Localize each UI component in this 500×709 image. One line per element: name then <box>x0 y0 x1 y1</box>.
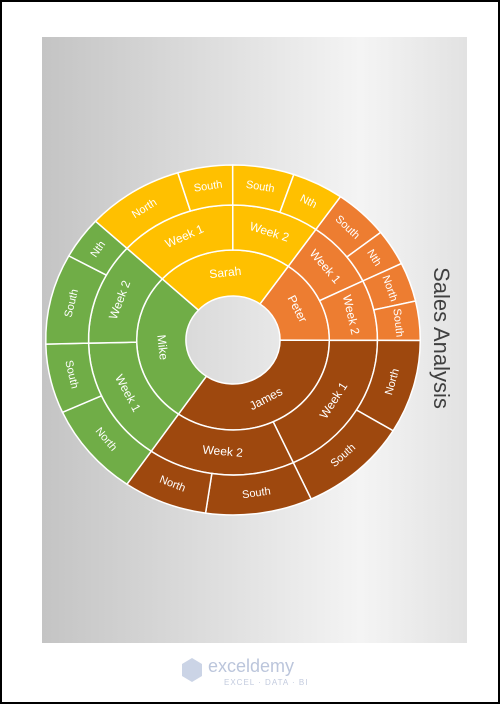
region-label: South <box>390 308 405 338</box>
week-label: Week 2 <box>202 443 244 460</box>
region-label: South <box>241 485 271 501</box>
watermark-tagline: EXCEL · DATA · BI <box>224 678 308 687</box>
region-label: South <box>193 179 223 195</box>
person-label: Sarah <box>209 264 242 281</box>
region-label: South <box>245 179 275 196</box>
region-wedge <box>278 173 342 231</box>
person-label: Mike <box>154 334 171 361</box>
watermark-logo <box>182 658 202 682</box>
watermark: exceldemy EXCEL · DATA · BI <box>182 656 308 687</box>
chart-title: Sales Analysis <box>429 267 454 409</box>
watermark-brand: exceldemy <box>208 656 294 676</box>
